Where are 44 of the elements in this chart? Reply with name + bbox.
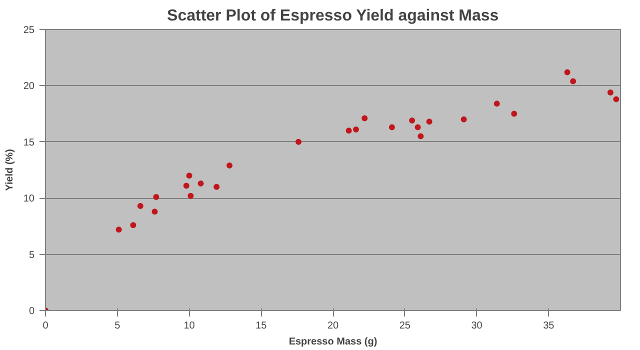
point (362, 115, 368, 122)
point (460, 116, 467, 122)
point (570, 78, 576, 84)
x-tick-label: 10 (184, 320, 196, 332)
x-tick-label: 25 (399, 320, 411, 332)
point (511, 110, 518, 117)
y-tick-label: 15 (23, 137, 35, 148)
y-axis-title: Yield (%) (4, 149, 16, 191)
point (153, 194, 160, 200)
point (564, 69, 570, 76)
point (494, 100, 500, 107)
point (188, 192, 194, 199)
point (214, 184, 220, 190)
x-axis-title: Espresso Mass (g) (288, 336, 378, 348)
point (418, 133, 424, 140)
y-tick-label: 0 (28, 306, 35, 317)
x-tick-label: 30 (471, 320, 483, 332)
point (414, 124, 421, 130)
point (130, 222, 136, 228)
x-tick-label: 20 (327, 320, 339, 332)
y-tick-label: 25 (23, 25, 35, 36)
point (607, 89, 614, 96)
chart-title: Scatter Plot of Espresso Yield against Mass (167, 8, 499, 24)
point (183, 182, 190, 189)
y-tick-label: 20 (23, 81, 35, 92)
x-tick-label: 15 (256, 320, 268, 332)
x-tick-label: 0 (42, 320, 49, 332)
point (346, 128, 352, 134)
y-tick-label: 5 (28, 250, 35, 261)
point (353, 126, 359, 133)
point (296, 138, 302, 145)
point (116, 226, 122, 233)
point (613, 96, 620, 102)
point (137, 202, 144, 209)
point (152, 208, 158, 215)
point (409, 118, 416, 124)
point (426, 118, 432, 125)
y-tick-label: 10 (23, 194, 35, 205)
point (198, 180, 204, 186)
point (186, 172, 192, 179)
point (226, 162, 232, 168)
x-tick-label: 5 (114, 320, 121, 332)
point (388, 124, 395, 130)
x-tick-label: 35 (543, 320, 555, 332)
